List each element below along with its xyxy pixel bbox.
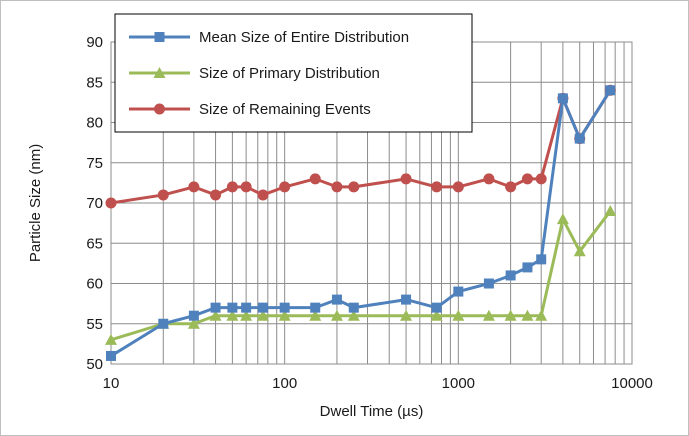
data-point: [278, 309, 291, 321]
legend-entry: Size of Remaining Events: [129, 101, 371, 118]
data-point: [240, 309, 253, 321]
data-point: [310, 302, 321, 313]
legend-marker: [153, 67, 166, 78]
legend: Mean Size of Entire Distribution Size of …: [114, 13, 473, 133]
data-point: [483, 278, 494, 289]
data-point: [188, 310, 199, 321]
data-point: [431, 181, 443, 193]
data-point: [309, 309, 322, 321]
data-point: [452, 309, 465, 321]
data-point: [605, 85, 616, 96]
data-point: [430, 309, 443, 321]
data-point: [241, 302, 252, 313]
y-tick-label: 80: [86, 115, 103, 132]
x-axis-title: Dwell Time (µs): [320, 403, 424, 420]
data-point: [158, 318, 169, 329]
data-point: [573, 245, 586, 257]
data-point: [256, 309, 269, 321]
data-point: [187, 317, 200, 329]
data-point: [505, 270, 516, 281]
legend-marker: [154, 32, 165, 42]
data-point: [431, 302, 442, 313]
x-tick-label: 1000: [442, 375, 475, 392]
data-point: [574, 133, 585, 144]
data-point: [521, 173, 533, 185]
legend-entry: Size of Primary Distribution: [129, 65, 380, 82]
data-point: [210, 302, 221, 313]
data-point: [257, 189, 269, 201]
data-point: [522, 262, 533, 273]
data-point: [556, 213, 569, 225]
data-point: [521, 309, 534, 321]
legend-label: Mean Size of Entire Distribution: [199, 29, 409, 46]
data-point: [330, 309, 343, 321]
data-point: [188, 181, 200, 193]
data-point: [106, 350, 116, 361]
y-tick-label: 60: [86, 276, 103, 293]
data-point: [400, 173, 412, 185]
data-point: [240, 181, 252, 193]
data-point: [535, 173, 547, 185]
legend-label: Size of Primary Distribution: [199, 65, 380, 82]
data-point: [452, 181, 464, 193]
y-tick-label: 85: [86, 74, 103, 91]
data-point: [105, 333, 117, 345]
data-point: [604, 205, 617, 217]
legend-marker: [154, 103, 165, 115]
data-point: [401, 294, 412, 305]
y-axis-title: Particle Size (nm): [27, 144, 44, 262]
data-point: [257, 302, 268, 313]
legend-entry: Mean Size of Entire Distribution: [129, 29, 409, 46]
data-point: [400, 309, 413, 321]
x-tick-label: 100: [272, 375, 297, 392]
data-point: [535, 309, 548, 321]
data-point: [226, 309, 239, 321]
data-point: [309, 173, 321, 185]
data-point: [483, 173, 495, 185]
data-point: [209, 309, 222, 321]
data-point: [210, 189, 222, 201]
legend-label: Size of Remaining Events: [199, 101, 371, 118]
series-1: [106, 85, 616, 361]
data-point: [105, 197, 117, 209]
data-point: [226, 181, 238, 193]
data-point: [348, 181, 360, 193]
y-tick-label: 50: [86, 356, 103, 373]
y-tick-label: 70: [86, 195, 103, 212]
series-layer: [105, 84, 617, 361]
data-point: [331, 294, 342, 305]
data-point: [348, 302, 359, 313]
data-point: [536, 254, 547, 265]
y-tick-label: 75: [86, 155, 103, 172]
y-tick-label: 90: [86, 34, 103, 51]
data-point: [279, 302, 290, 313]
data-point: [504, 309, 517, 321]
data-point: [157, 189, 169, 201]
data-point: [331, 181, 343, 193]
y-tick-label: 55: [86, 316, 103, 333]
data-point: [453, 286, 464, 297]
series-2: [105, 205, 617, 345]
data-point: [279, 181, 291, 193]
data-point: [227, 302, 238, 313]
data-point: [482, 309, 495, 321]
data-point: [347, 309, 360, 321]
data-point: [557, 93, 568, 104]
x-tick-label: 10000: [611, 375, 653, 392]
x-tick-label: 10: [103, 375, 120, 392]
tick-labels: 50 55 60 65 70 75 80 85 90 10 100 1000 10000: [86, 34, 653, 392]
data-point: [505, 181, 517, 193]
y-tick-label: 65: [86, 235, 103, 252]
